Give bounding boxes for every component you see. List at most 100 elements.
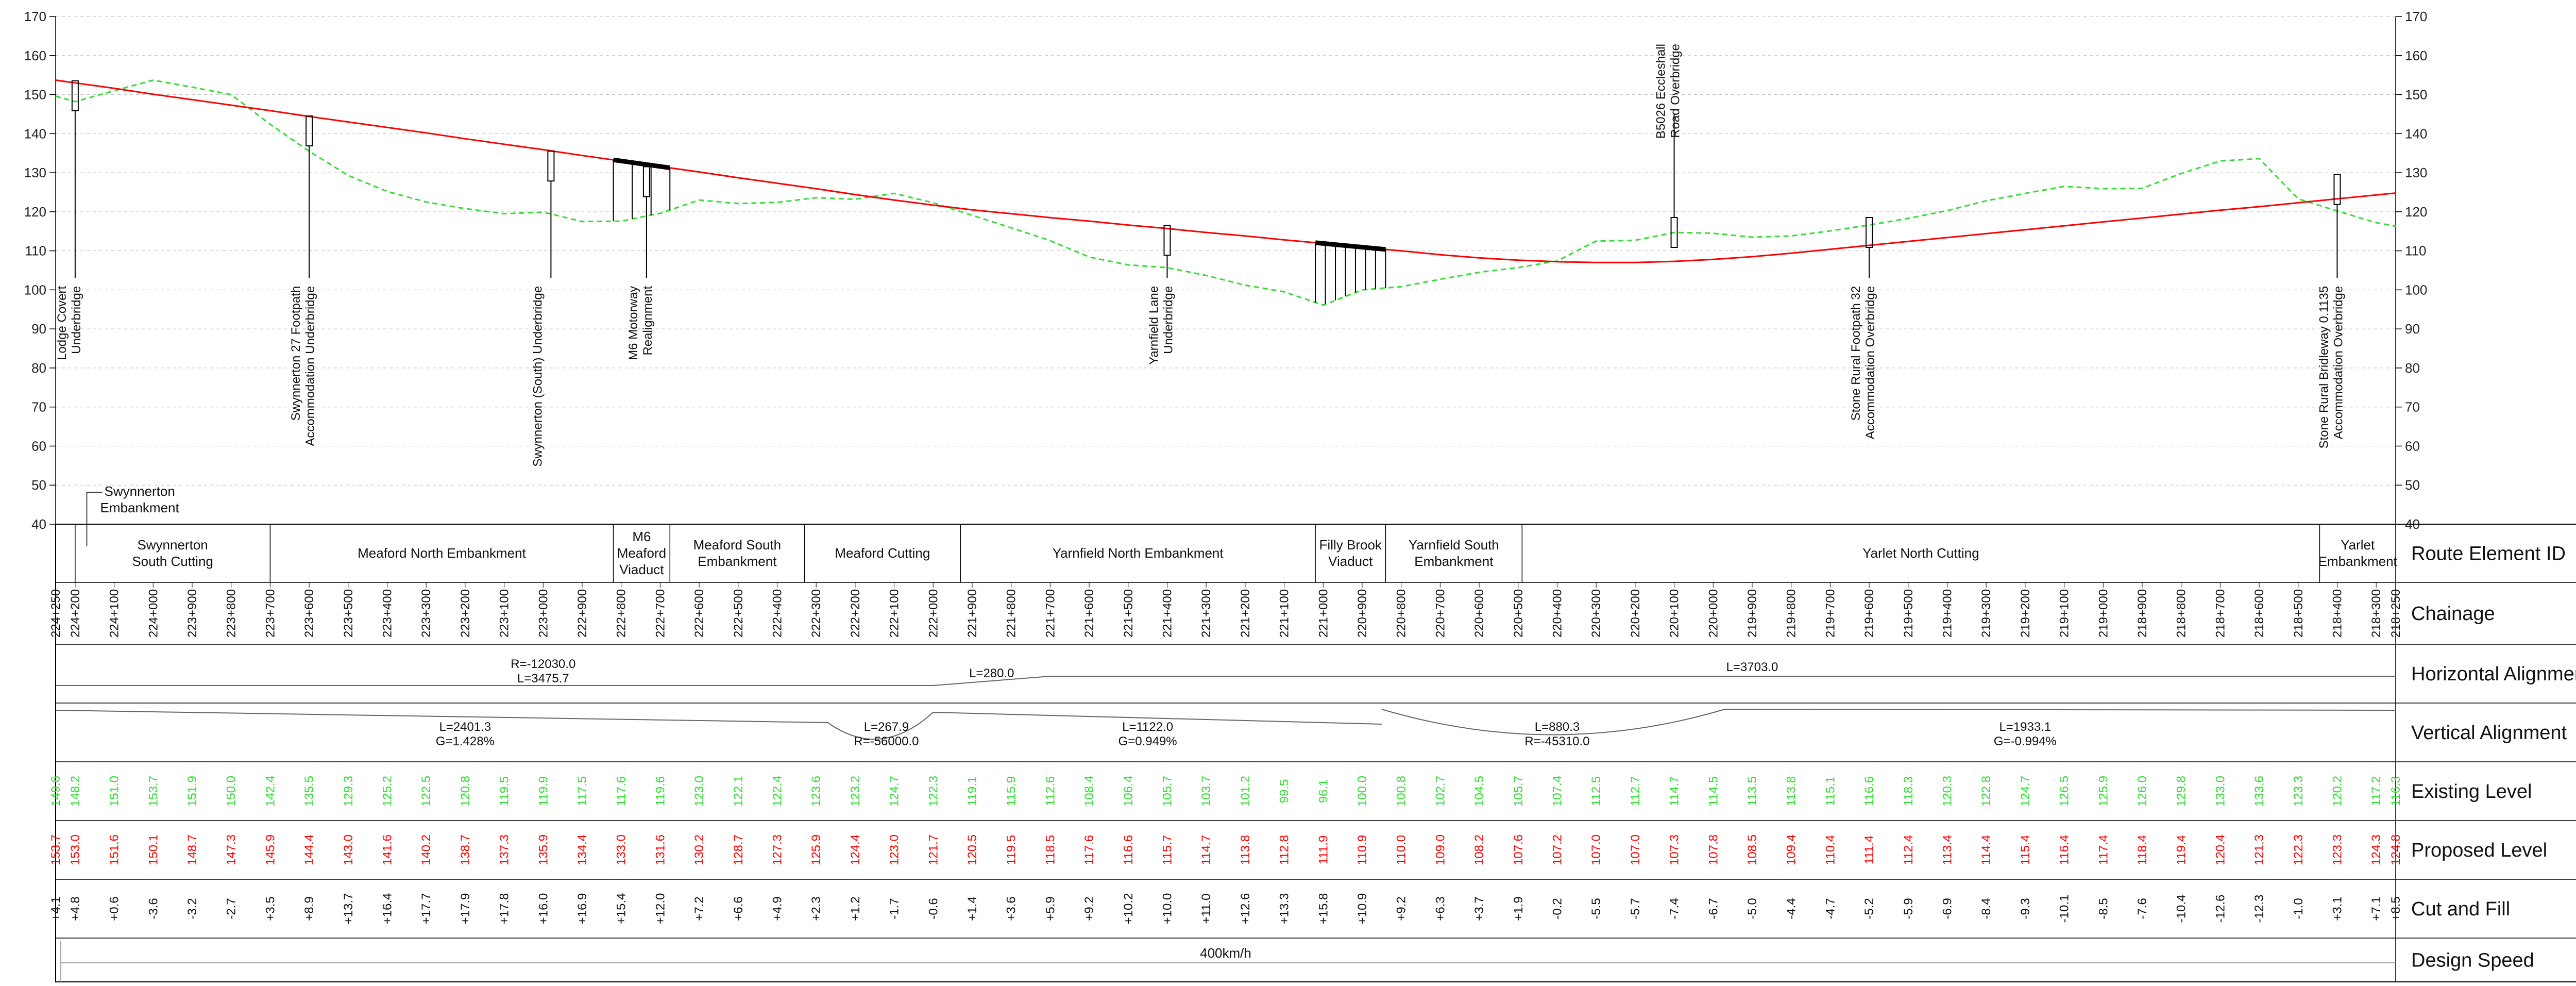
left-axis-tick-label: 60	[31, 438, 46, 454]
horizontal-alignment-line	[56, 676, 2396, 687]
chainage-value: 223+500	[342, 589, 355, 638]
route-element-label-line: Embankment	[1414, 554, 1494, 569]
chainage-value: 218+500	[2292, 589, 2306, 638]
existing-level-value: 120.2	[2330, 776, 2344, 807]
chainage-value: 219+800	[1785, 589, 1799, 638]
cut-fill-value: -8.4	[1979, 898, 1993, 919]
cut-fill-value: -0.6	[926, 898, 940, 919]
existing-level-value: 135.5	[302, 776, 316, 807]
proposed-level-value: 124.4	[849, 834, 862, 865]
va-length: L=267.9	[864, 720, 909, 734]
existing-level-value: 123.0	[692, 776, 706, 807]
existing-level-value: 142.4	[263, 776, 277, 807]
cut-fill-value: +7.1	[2369, 896, 2383, 921]
cut-fill-value: -9.3	[2019, 898, 2032, 919]
proposed-level-value: 145.9	[263, 834, 277, 865]
existing-level-value: 150.0	[225, 776, 239, 807]
proposed-level-value: 123.3	[2330, 834, 2344, 865]
chainage-value: 221+700	[1043, 589, 1057, 638]
chainage-value: 219+400	[1940, 589, 1954, 638]
proposed-level-value: 111.4	[1862, 835, 1876, 865]
left-axis-tick-label: 90	[31, 321, 46, 337]
band-label-chainage: Chainage	[2411, 603, 2495, 625]
structure-label: Swynnerton 27 FootpathAccommodation Unde…	[289, 286, 317, 446]
route-element-label: Swynnerton South Cutting	[132, 537, 213, 569]
structure-label: Stone Rural Footpath 32Accommodation Ove…	[1849, 286, 1877, 439]
chainage-value: 218+900	[2136, 589, 2149, 638]
structure-label-line: Underbridge	[70, 286, 83, 354]
band-label-cut-fill: Cut and Fill	[2411, 898, 2510, 920]
proposed-level-value: 110.9	[1355, 835, 1369, 865]
proposed-level-value: 120.4	[2213, 834, 2227, 865]
proposed-level-value: 113.8	[1239, 835, 1252, 865]
proposed-level-value: 114.7	[1199, 835, 1213, 865]
existing-level-value: 124.7	[2019, 776, 2032, 807]
proposed-level-value: 153.7	[49, 834, 63, 865]
va-grade-radius: R=-56000.0	[854, 734, 919, 748]
proposed-level-value: 111.9	[1316, 835, 1330, 865]
proposed-level-value: 125.9	[809, 834, 823, 865]
route-element-label: M6 Meaford Viaduct	[617, 529, 666, 577]
vertical-alignment-line	[55, 710, 1382, 740]
ha-curve-radius: R=-12030.0	[511, 657, 575, 671]
existing-level-value: 99.5	[1278, 779, 1292, 804]
chainage-value: 222+300	[809, 589, 823, 638]
chainage-value: 219+100	[2058, 589, 2072, 638]
existing-level-value: 123.6	[809, 776, 823, 807]
structure-label-line: Accommodation Overbridge	[1863, 286, 1877, 439]
cut-fill-value: -7.4	[1668, 898, 1682, 919]
cut-fill-value: +10.9	[1355, 893, 1369, 925]
chainage-value: 224+100	[108, 589, 122, 638]
proposed-level-value: 141.6	[380, 834, 394, 865]
va-grade-radius: R=-45310.0	[1524, 734, 1589, 748]
band-frame	[55, 524, 2576, 982]
cut-fill-value: -5.9	[1902, 898, 1916, 919]
route-element-label-line: Filly Brook	[1319, 537, 1382, 553]
chainage-value: 222+100	[888, 589, 902, 638]
existing-level-value: 122.3	[926, 776, 940, 807]
cut-fill-value: -4.7	[1823, 898, 1837, 919]
existing-level-value: 133.6	[2252, 776, 2266, 807]
existing-level-value: 113.5	[1745, 776, 1759, 806]
chainage-value: 218+800	[2175, 589, 2189, 638]
proposed-level-value: 107.0	[1629, 834, 1642, 865]
existing-level-value: 114.7	[1668, 776, 1682, 806]
structure-label-line: Stone Rural Bridleway 0.1135	[2317, 286, 2331, 449]
chainage-value: 223+800	[225, 589, 239, 638]
proposed-level-value: 115.7	[1160, 835, 1174, 865]
chainage-value: 218+250	[2389, 589, 2403, 638]
existing-level-value: 151.9	[185, 776, 199, 807]
existing-level-value: 122.4	[770, 776, 784, 807]
route-element-label-line: Meaford	[617, 545, 666, 561]
data-bands: Route Element ID Chainage Horizontal Align…	[49, 524, 2576, 982]
existing-level-value: 108.4	[1082, 776, 1096, 807]
proposed-level-value: 122.3	[2292, 834, 2306, 865]
route-element-label: Yarnfield North Embankment	[1053, 545, 1224, 561]
proposed-level-value: 107.0	[1589, 834, 1603, 865]
proposed-level-value: 128.7	[732, 834, 745, 865]
chainage-value: 222+200	[849, 589, 862, 638]
ha-curve-length: L=3475.7	[517, 672, 569, 686]
cut-fill-value: +3.5	[263, 896, 277, 921]
cut-fill-value: -1.0	[2292, 898, 2306, 919]
proposed-alignment-profile	[55, 79, 2396, 263]
existing-level-value: 129.3	[342, 776, 355, 807]
existing-level-value: 151.0	[108, 776, 122, 807]
proposed-level-value: 135.9	[536, 834, 550, 865]
cut-fill-value: +7.2	[692, 896, 706, 921]
callout-line: Embankment	[100, 500, 180, 515]
cut-fill-value: -12.3	[2252, 895, 2266, 923]
left-axis-tick-label: 100	[24, 282, 46, 297]
left-axis-tick-label: 70	[31, 399, 46, 415]
va-length: L=1933.1	[1999, 720, 2051, 734]
existing-level-value: 119.6	[653, 776, 667, 806]
existing-level-value: 114.5	[1706, 776, 1720, 806]
right-axis-tick-label: 70	[2405, 399, 2420, 415]
va-length: L=880.3	[1535, 720, 1580, 734]
right-axis-tick-label: 160	[2405, 48, 2427, 63]
cut-fill-value: +3.6	[1005, 896, 1019, 921]
structure-marker	[1866, 217, 1873, 248]
route-element-label-line: M6	[632, 529, 651, 544]
existing-level-value: 123.3	[2292, 776, 2306, 807]
right-axis-tick-label: 120	[2405, 204, 2427, 220]
